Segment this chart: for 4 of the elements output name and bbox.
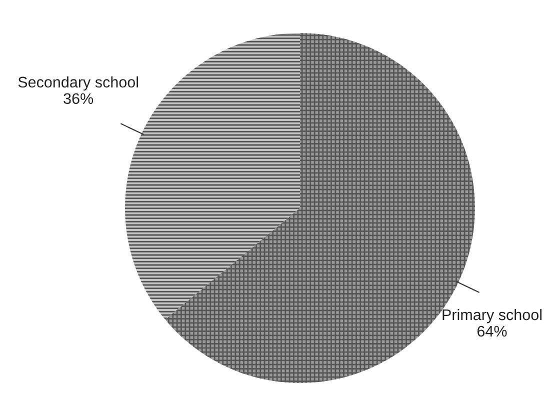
data-label: 36% xyxy=(64,93,94,104)
slice-label: Primary school xyxy=(442,308,542,324)
slice-label: Secondary school xyxy=(18,76,138,91)
data-label: 64% xyxy=(477,326,507,337)
